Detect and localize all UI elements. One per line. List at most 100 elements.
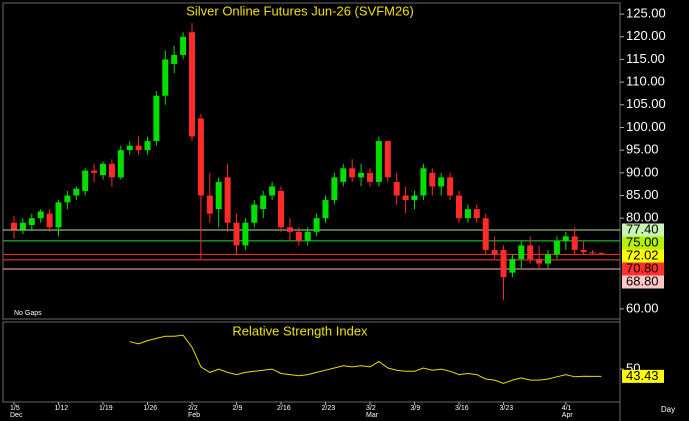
level-label: 68.80 — [626, 273, 659, 288]
x-tick-label: 1/26 — [144, 405, 158, 412]
x-tick-label: 3/23 — [500, 405, 514, 412]
y-tick-label: 100.00 — [626, 119, 666, 134]
candle-body — [438, 177, 445, 187]
candle-body — [518, 245, 525, 260]
candle-body — [393, 181, 400, 196]
level-box — [622, 262, 664, 276]
level-box — [622, 249, 664, 263]
level-label: 70.80 — [626, 260, 659, 275]
candle-body — [482, 218, 489, 250]
candle-body — [135, 145, 142, 151]
x-tick-label: 2/2 — [188, 405, 198, 412]
candle-body — [64, 195, 71, 203]
candle-body — [527, 245, 534, 260]
y-tick-label: 125.00 — [626, 6, 666, 21]
level-label: 75.00 — [626, 234, 659, 249]
candle-body — [197, 118, 204, 196]
x-tick-label: 1/19 — [99, 405, 113, 412]
candle-body — [553, 240, 560, 255]
level-box — [622, 223, 664, 237]
x-axis-label: Day — [661, 405, 675, 414]
candle-body — [55, 202, 62, 228]
candle-body — [117, 150, 124, 178]
candle-body — [37, 211, 44, 219]
x-tick-label: 1/5 — [10, 405, 20, 412]
candle-body — [589, 252, 596, 254]
x-tick-label: 2/9 — [233, 405, 243, 412]
candle-body — [322, 200, 329, 219]
y-tick-label: 60.00 — [626, 300, 659, 315]
candle-body — [331, 177, 338, 201]
candle-body — [278, 190, 284, 228]
candle-body — [411, 195, 418, 201]
x-month-label: Apr — [562, 412, 574, 419]
candle-body — [28, 218, 35, 226]
candle-body — [464, 209, 471, 219]
level-label: 72.02 — [626, 247, 659, 262]
level-box — [622, 236, 664, 250]
candle-body — [260, 195, 267, 210]
x-tick-label: 3/9 — [411, 405, 421, 412]
candle-body — [82, 170, 89, 191]
candle-body — [598, 253, 605, 255]
candle-body — [108, 163, 115, 178]
candle-body — [571, 236, 578, 250]
candle-body — [180, 36, 187, 55]
candle-body — [429, 172, 436, 187]
value-label: 43.43 — [626, 368, 659, 383]
candle-body — [144, 141, 151, 151]
candle-body — [215, 181, 222, 210]
level-box — [622, 275, 664, 289]
candle-body — [73, 188, 80, 196]
candle-body — [295, 231, 302, 241]
candle-body — [545, 254, 551, 264]
candle-body — [447, 177, 454, 196]
candle-body — [224, 177, 231, 223]
candle-body — [456, 195, 462, 219]
y-tick-label: 90.00 — [626, 164, 659, 179]
candle-body — [313, 218, 320, 232]
candle-body — [242, 222, 249, 246]
rsi-title: Relative Strength Index — [232, 323, 368, 338]
candle-body — [153, 95, 160, 142]
y-tick-label: 80.00 — [626, 210, 659, 225]
candle-body — [375, 141, 382, 182]
candle-body — [473, 209, 480, 219]
candle-body — [384, 141, 391, 178]
candle-body — [206, 195, 213, 214]
x-tick-label: 2/16 — [277, 405, 291, 412]
x-tick-label: 4/1 — [562, 405, 572, 412]
y-tick-label: 85.00 — [626, 187, 659, 202]
y-tick-label: 95.00 — [626, 142, 659, 157]
candle-body — [509, 259, 516, 273]
candle-body — [340, 168, 347, 182]
candle-body — [402, 195, 409, 201]
candle-body — [91, 170, 98, 173]
candle-body — [358, 172, 365, 178]
y-tick-label: 115.00 — [626, 51, 665, 66]
rsi-line — [129, 334, 602, 384]
candle-body — [349, 168, 356, 178]
candle-body — [491, 249, 498, 255]
candle-body — [162, 59, 169, 96]
value-label-box — [622, 369, 664, 383]
chart-title: Silver Online Futures Jun-26 (SVFM26) — [186, 3, 414, 18]
candle-body — [500, 249, 507, 278]
x-tick-label: 3/16 — [455, 405, 469, 412]
candle-body — [46, 213, 53, 228]
y-tick-label: 120.00 — [626, 28, 666, 43]
x-tick-label: 3/2 — [366, 405, 376, 412]
x-tick-label: 1/12 — [55, 405, 69, 412]
candle-body — [251, 204, 258, 223]
candle-body — [420, 168, 427, 196]
candle-body — [233, 222, 240, 246]
candle-body — [536, 259, 543, 264]
candle-body — [189, 32, 195, 137]
candle-body — [269, 186, 276, 196]
candle-body — [304, 231, 311, 241]
candle-body — [126, 145, 133, 151]
candle-body — [580, 249, 587, 253]
annotation: No Gaps — [14, 310, 42, 317]
